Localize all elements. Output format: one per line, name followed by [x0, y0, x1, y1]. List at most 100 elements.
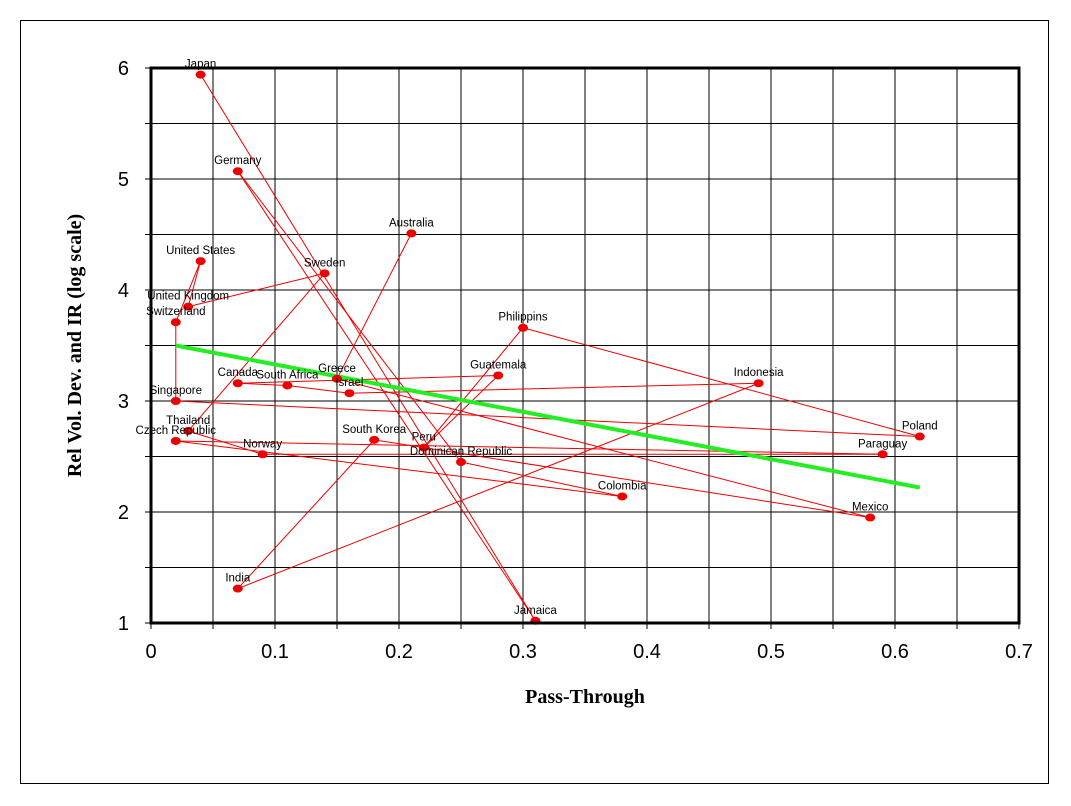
y-tick-label: 3 [118, 391, 129, 413]
connector-line [188, 272, 325, 308]
data-point [195, 70, 206, 79]
connector-line [336, 378, 871, 519]
data-point [183, 302, 194, 311]
data-point [170, 397, 181, 405]
data-point [232, 379, 243, 388]
connector-lines [175, 74, 920, 622]
connector-line [237, 382, 759, 590]
chart-frame: Japan Jamaica Germany Dominican Republic Col… [20, 20, 1049, 784]
y-tick-label: 6 [118, 58, 129, 80]
data-point [232, 167, 243, 176]
data-point [617, 492, 628, 501]
point-label: Sweden [304, 257, 346, 269]
data-point [418, 443, 429, 452]
connector-line [200, 74, 536, 622]
data-point [877, 450, 888, 459]
trendline [175, 343, 921, 490]
x-tick-label: 0.2 [385, 641, 413, 663]
point-label: South Korea [342, 424, 407, 436]
point-label: Poland [902, 421, 938, 433]
point-label: Canada [218, 367, 259, 379]
point-label: United States [166, 245, 235, 257]
connector-line [287, 384, 350, 394]
data-points [170, 70, 925, 625]
data-point [195, 257, 206, 266]
data-point [232, 584, 243, 593]
point-label: United Kingdom [147, 291, 229, 303]
connector-line [175, 400, 920, 438]
data-point [282, 381, 293, 390]
point-label: Indonesia [734, 367, 784, 379]
data-point [332, 374, 342, 383]
y-tick-label: 2 [118, 502, 129, 524]
data-point [493, 371, 504, 380]
connector-line [188, 430, 263, 455]
x-tick-labels: 0 0.1 0.2 0.3 0.4 0.5 0.6 0.7 [145, 641, 1032, 663]
y-tick-labels: 1 2 3 4 5 6 [118, 58, 129, 635]
data-point [183, 426, 194, 435]
data-point [865, 513, 876, 522]
data-point [257, 450, 268, 459]
data-point [170, 436, 181, 445]
point-label: Singapore [150, 385, 202, 397]
connector-line [374, 439, 871, 519]
data-point [914, 432, 925, 441]
point-label: Guatemala [470, 359, 527, 371]
point-label: Mexico [852, 502, 888, 514]
point-label: Peru [412, 432, 436, 444]
point-label: South Africa [256, 369, 319, 381]
connector-line [423, 327, 524, 448]
point-label: Colombia [598, 480, 647, 492]
data-point [406, 229, 417, 238]
connector-line [187, 261, 202, 307]
data-point [456, 458, 466, 467]
connector-line [187, 273, 325, 432]
x-axis-title: Pass-Through [525, 686, 645, 708]
point-label: Dominican Republic [410, 446, 513, 458]
point-label: Czech Republic [136, 425, 217, 437]
x-tick-label: 0.1 [261, 641, 289, 663]
connector-line [237, 170, 536, 622]
point-label: India [225, 573, 251, 585]
point-label: Jamaica [514, 605, 557, 617]
connector-line [336, 233, 412, 380]
connector-line [175, 440, 883, 455]
data-point [170, 318, 181, 327]
point-label: Thailand [166, 415, 210, 427]
data-point [753, 379, 764, 388]
x-tick-label: 0.7 [1005, 641, 1033, 663]
y-tick-label: 5 [118, 169, 129, 191]
connector-line [237, 374, 499, 384]
point-label: Germany [214, 155, 262, 167]
grid-lines [145, 67, 1020, 629]
data-point [369, 435, 380, 444]
point-label: Norway [243, 438, 282, 450]
point-label: Paraguay [858, 438, 907, 450]
point-label: Israel [335, 377, 363, 389]
y-tick-label: 4 [118, 280, 129, 302]
plot-area-border [149, 66, 1021, 625]
data-point [518, 323, 528, 332]
point-label: Switzerland [146, 306, 205, 318]
point-label: Greece [318, 363, 356, 375]
x-tick-label: 0.5 [757, 641, 785, 663]
x-tick-label: 0.3 [509, 641, 537, 663]
x-tick-label: 0.6 [881, 641, 909, 663]
connector-line [237, 439, 375, 589]
connector-line [460, 461, 623, 497]
trendline-group [175, 343, 921, 490]
connector-line [237, 382, 288, 386]
connector-line [237, 170, 462, 463]
y-axis-title: Rel Vol. Dev. and IR (log scale) [64, 214, 86, 477]
x-tick-label: 0.4 [633, 641, 661, 663]
point-label: Australia [389, 217, 434, 229]
data-point [344, 389, 355, 398]
connector-line [522, 327, 920, 438]
y-tick-label: 1 [118, 613, 129, 635]
point-label: Philippins [498, 312, 547, 324]
connector-line [175, 260, 202, 323]
data-point [319, 269, 330, 278]
x-tick-label: 0 [145, 641, 156, 663]
